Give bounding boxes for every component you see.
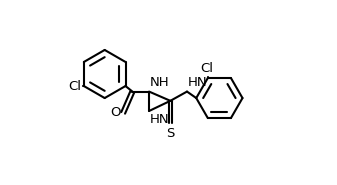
Text: S: S <box>166 127 175 140</box>
Text: O: O <box>111 106 121 119</box>
Text: NH: NH <box>150 76 170 89</box>
Text: Cl: Cl <box>201 62 213 75</box>
Text: HN: HN <box>150 113 170 126</box>
Text: Cl: Cl <box>69 80 82 92</box>
Text: HN: HN <box>188 76 208 89</box>
